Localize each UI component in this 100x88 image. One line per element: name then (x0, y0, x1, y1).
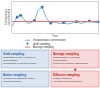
svg-text:Active sampling: Active sampling (3, 73, 26, 77)
svg-text:Determination of average: Determination of average (53, 56, 81, 59)
svg-text:Grab sampling: Grab sampling (33, 42, 50, 46)
svg-text:Identification of pollution pe: Identification of pollution peaks ... (3, 62, 39, 65)
svg-text:Diffusive sampling: Diffusive sampling (53, 73, 80, 77)
svg-text:Long-term exposure assessment: Long-term exposure assessment (53, 62, 88, 65)
svg-text:Contaminantconcentration: Contaminantconcentration (4, 8, 12, 25)
svg-text:concentration: concentration (3, 59, 18, 62)
svg-text:Minutes to hours: Minutes to hours (3, 80, 21, 83)
svg-text:Time: Time (52, 34, 59, 38)
svg-text:Information on the evolution o: Information on the evolution of (3, 56, 35, 59)
svg-text:Grab sampling: Grab sampling (3, 52, 24, 56)
svg-text:concentration: concentration (53, 59, 68, 62)
svg-text:Instantaneous concentration: Instantaneous concentration (33, 38, 66, 42)
svg-text:(passive sampler): (passive sampler) (53, 77, 72, 80)
svg-text:(pumping on adsorbent tubes): (pumping on adsorbent tubes) (3, 77, 35, 80)
svg-text:▼: ▼ (74, 68, 77, 72)
svg-text:Average sampling: Average sampling (33, 45, 54, 49)
svg-text:Average sampling: Average sampling (53, 52, 79, 56)
svg-text:Hours/days to several days: Hours/days to several days (53, 80, 83, 83)
